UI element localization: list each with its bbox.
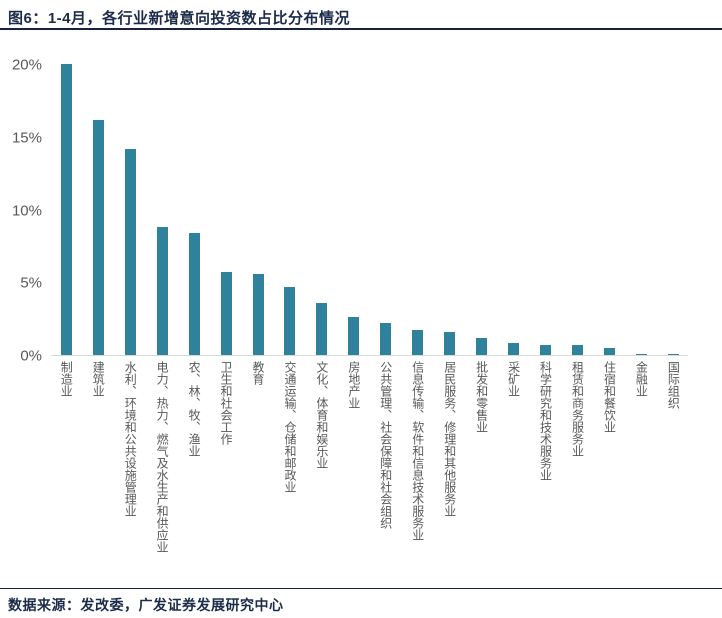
bar: [508, 343, 520, 355]
x-axis-label: 电力、热力、燃气及水生产和供应业: [155, 361, 170, 553]
x-axis-label: 卫生和社会工作: [219, 361, 234, 445]
bar: [635, 354, 647, 355]
x-axis-label: 租赁和商务服务业: [570, 361, 585, 457]
bar: [188, 233, 200, 355]
bar: [444, 332, 456, 355]
x-axis-label: 房地产业: [346, 361, 361, 409]
x-axis-label: 公共管理、社会保障和社会组织: [378, 361, 393, 529]
x-axis-label: 科学研究和技术服务业: [538, 361, 553, 481]
x-axis-label: 文化、体育和娱乐业: [314, 361, 329, 469]
title-divider: [0, 28, 722, 30]
x-axis-label: 建筑业: [91, 361, 106, 397]
bar: [156, 227, 168, 355]
y-axis-tick: 20%: [11, 56, 42, 74]
footer-divider: [0, 588, 722, 589]
y-axis-tick: 5%: [20, 274, 42, 292]
x-axis-label: 住宿和餐饮业: [602, 361, 617, 433]
bar: [667, 354, 679, 355]
bar: [220, 272, 232, 355]
x-axis-label: 金融业: [634, 361, 649, 397]
x-axis-label: 教育: [251, 361, 265, 385]
bar: [252, 274, 264, 355]
bar: [284, 287, 296, 355]
y-axis-tick: 15%: [11, 129, 42, 147]
x-axis-label: 水利、环境和公共设施管理业: [123, 361, 138, 517]
x-axis-line: [51, 355, 688, 356]
bar: [412, 330, 424, 355]
bar: [124, 149, 136, 355]
x-axis-label: 农、林、牧、渔业: [187, 361, 202, 457]
bar: [380, 323, 392, 355]
bar: [540, 345, 552, 355]
x-axis-label: 信息传输、软件和信息技术服务业: [410, 361, 425, 541]
x-axis-label: 国际组织: [666, 361, 681, 409]
x-axis-label: 居民服务、修理和其他服务业: [442, 361, 457, 517]
bar: [348, 317, 360, 355]
y-axis-tick: 0%: [20, 347, 42, 365]
x-axis-label: 交通运输、仓储和邮政业: [282, 361, 297, 493]
x-axis-label: 批发和零售业: [474, 361, 489, 433]
bar: [92, 120, 104, 355]
figure-title: 图6：1-4月，各行业新增意向投资数占比分布情况: [8, 10, 351, 27]
bar-chart: 0% 5% 10% 15% 20% 制造业 建筑业 水利、环境和公共设施管理业 电力、热力、燃气…: [11, 56, 688, 553]
bar: [572, 345, 583, 355]
x-axis-label: 采矿业: [506, 361, 521, 397]
bar: [316, 303, 328, 355]
bar: [603, 348, 615, 355]
source-note: 数据来源：发改委，广发证券发展研究中心: [8, 597, 284, 613]
bar: [60, 64, 72, 355]
bar: [476, 338, 488, 355]
x-axis-label: 制造业: [59, 361, 74, 397]
y-axis-tick: 10%: [11, 202, 42, 220]
